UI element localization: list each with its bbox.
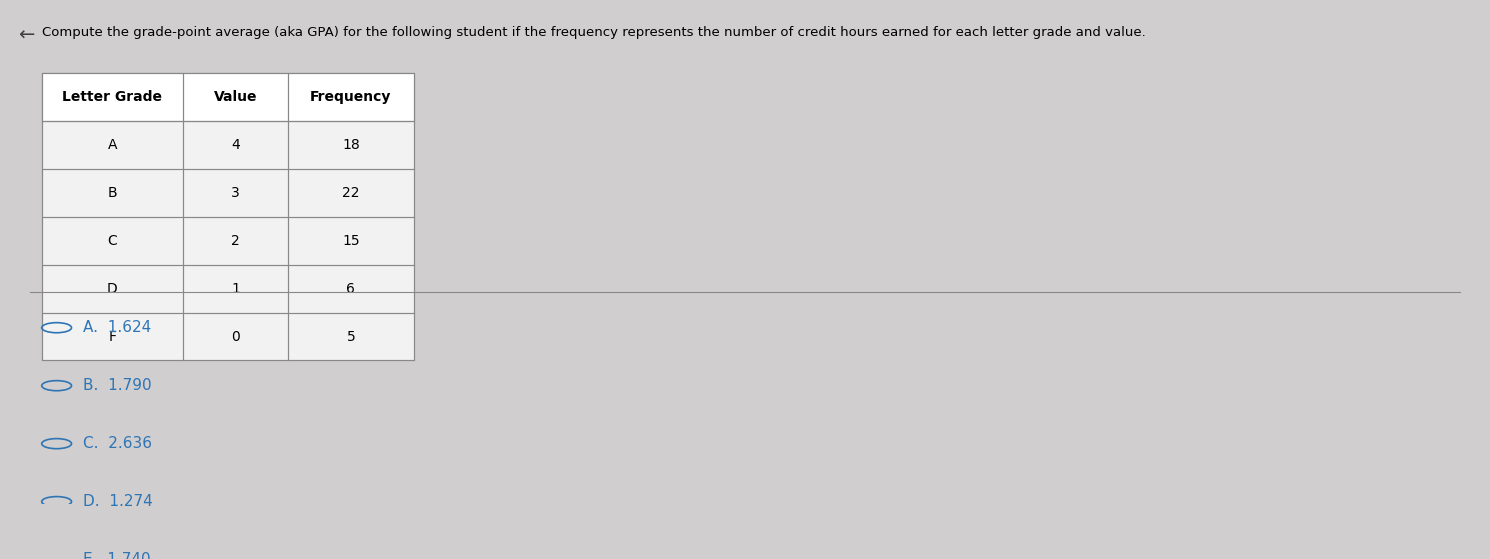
Bar (288, 121, 414, 169)
Bar (42, 121, 183, 169)
Text: Compute the grade-point average (aka GPA) for the following student if the frequ: Compute the grade-point average (aka GPA… (42, 26, 1146, 39)
Text: C: C (107, 234, 118, 248)
Text: F: F (109, 329, 116, 344)
Bar (42, 312, 183, 361)
Text: 0: 0 (231, 329, 240, 344)
Text: 2: 2 (231, 234, 240, 248)
Text: 1: 1 (231, 282, 240, 296)
Text: B: B (107, 186, 118, 200)
Text: Frequency: Frequency (310, 90, 392, 104)
Text: D.  1.274: D. 1.274 (83, 494, 153, 509)
Text: D: D (107, 282, 118, 296)
Text: 18: 18 (343, 138, 359, 152)
Text: C.  2.636: C. 2.636 (83, 436, 152, 451)
Bar (183, 121, 288, 169)
Bar (42, 217, 183, 264)
Text: 5: 5 (347, 329, 355, 344)
Text: ←: ← (18, 26, 34, 45)
Bar (288, 264, 414, 312)
Text: Letter Grade: Letter Grade (63, 90, 162, 104)
Bar (183, 169, 288, 217)
Text: 3: 3 (231, 186, 240, 200)
Bar (288, 73, 414, 121)
Text: 15: 15 (343, 234, 359, 248)
Text: 22: 22 (343, 186, 359, 200)
Text: E.  1.740: E. 1.740 (83, 552, 150, 559)
Text: A.  1.624: A. 1.624 (83, 320, 152, 335)
Bar (183, 312, 288, 361)
Text: 4: 4 (231, 138, 240, 152)
Bar (42, 73, 183, 121)
Bar (183, 217, 288, 264)
Text: A: A (107, 138, 118, 152)
Bar (288, 217, 414, 264)
Text: Value: Value (213, 90, 258, 104)
Text: 6: 6 (347, 282, 355, 296)
Bar (42, 264, 183, 312)
Bar (42, 73, 414, 121)
Bar (42, 169, 183, 217)
Bar (183, 73, 288, 121)
Bar (288, 312, 414, 361)
Text: B.  1.790: B. 1.790 (83, 378, 152, 393)
Bar (183, 264, 288, 312)
Bar (42, 73, 414, 361)
Bar (288, 169, 414, 217)
